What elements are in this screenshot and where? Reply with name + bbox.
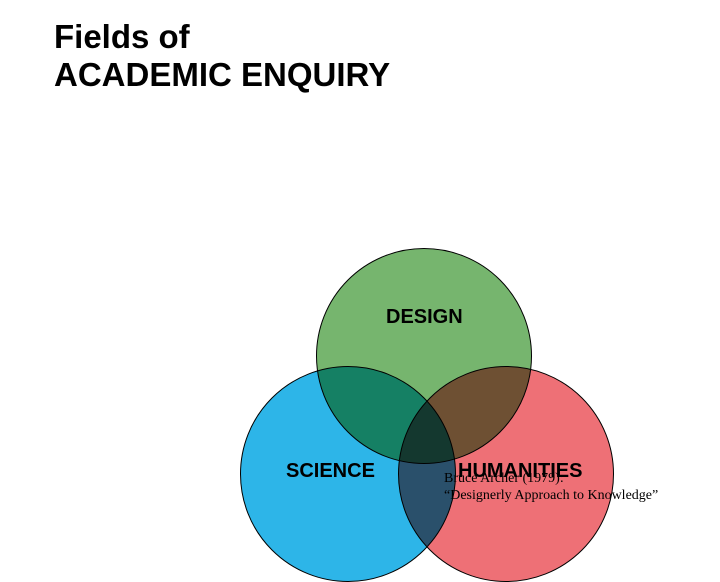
citation-line-1: Bruce Archer (1979): [444,470,658,487]
title-line-1: Fields of [54,18,390,56]
page-title: Fields of ACADEMIC ENQUIRY [54,18,390,94]
citation-line-2: “Designerly Approach to Knowledge” [444,487,658,504]
citation: Bruce Archer (1979): “Designerly Approac… [444,470,658,504]
slide: Fields of ACADEMIC ENQUIRY DESIGN SCIENC… [0,0,720,540]
label-design: DESIGN [386,306,463,329]
venn-diagram: DESIGN SCIENCE HUMANITIES [110,120,550,480]
label-science: SCIENCE [286,460,375,483]
title-line-2: ACADEMIC ENQUIRY [54,56,390,94]
